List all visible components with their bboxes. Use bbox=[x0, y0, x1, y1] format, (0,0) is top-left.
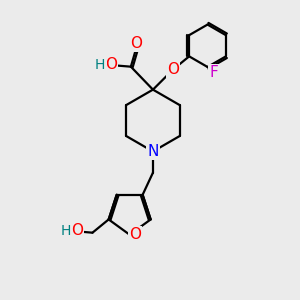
Text: N: N bbox=[147, 144, 159, 159]
Text: H: H bbox=[95, 58, 105, 72]
Text: O: O bbox=[105, 57, 117, 72]
Text: H: H bbox=[61, 224, 71, 238]
Text: F: F bbox=[210, 65, 218, 80]
Text: O: O bbox=[130, 36, 142, 51]
Text: O: O bbox=[129, 227, 141, 242]
Text: O: O bbox=[167, 62, 179, 77]
Text: O: O bbox=[71, 224, 83, 238]
